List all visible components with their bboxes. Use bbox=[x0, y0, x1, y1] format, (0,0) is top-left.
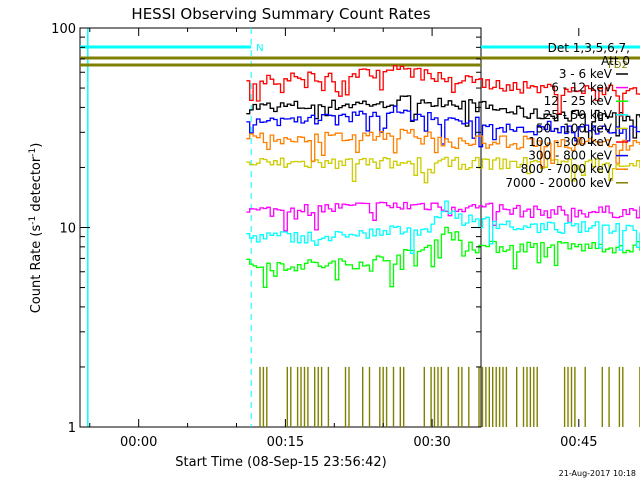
legend-label: 7000 - 20000 keV bbox=[505, 176, 612, 190]
legend-label: 6 - 12 keV bbox=[551, 81, 613, 95]
legend-header: Att 0 bbox=[601, 54, 630, 68]
series-line bbox=[246, 226, 640, 289]
x-axis-label: Start Time (08-Sep-15 23:56:42) bbox=[175, 455, 386, 470]
series-line bbox=[246, 201, 640, 232]
annotation-label: N bbox=[256, 43, 263, 54]
y-tick-label: 1 bbox=[68, 421, 76, 436]
x-tick-label: 00:15 bbox=[267, 435, 304, 450]
chart-title: HESSI Observing Summary Count Rates bbox=[131, 5, 430, 23]
series-line bbox=[259, 366, 640, 427]
orbit-overlays: NFD1FD2S bbox=[80, 28, 640, 427]
footer-timestamp: 21-Aug-2017 10:18 bbox=[559, 469, 636, 478]
y-tick-label: 100 bbox=[51, 22, 76, 37]
series-line bbox=[246, 128, 640, 168]
x-tick-label: 00:00 bbox=[120, 435, 157, 450]
legend-label: 3 - 6 keV bbox=[559, 67, 613, 81]
y-tick-label: 10 bbox=[59, 222, 76, 237]
series-line bbox=[246, 95, 640, 144]
legend-label: 50 - 100 keV bbox=[536, 121, 613, 135]
legend-header: Det 1,3,5,6,7, bbox=[548, 41, 630, 55]
series-layer bbox=[246, 65, 640, 427]
y-axis-label: Count Rate (s-1 detector-1) bbox=[28, 143, 44, 314]
legend-label: 800 - 7000 keV bbox=[521, 162, 613, 176]
legend-label: 300 - 800 keV bbox=[528, 149, 612, 163]
series-line bbox=[246, 105, 640, 148]
x-tick-label: 00:30 bbox=[413, 435, 450, 450]
legend-label: 12 - 25 keV bbox=[544, 94, 613, 108]
x-tick-label: 00:45 bbox=[560, 435, 597, 450]
legend-label: 100 - 300 keV bbox=[528, 135, 612, 149]
series-line bbox=[246, 200, 640, 255]
legend-label: 25 - 50 keV bbox=[544, 108, 613, 122]
series-line bbox=[246, 65, 640, 117]
annotation-label: FD2 bbox=[608, 60, 628, 71]
series-line bbox=[246, 156, 640, 184]
axes: 10010100:0000:1500:3000:4501:0001:1501:3… bbox=[51, 22, 597, 450]
